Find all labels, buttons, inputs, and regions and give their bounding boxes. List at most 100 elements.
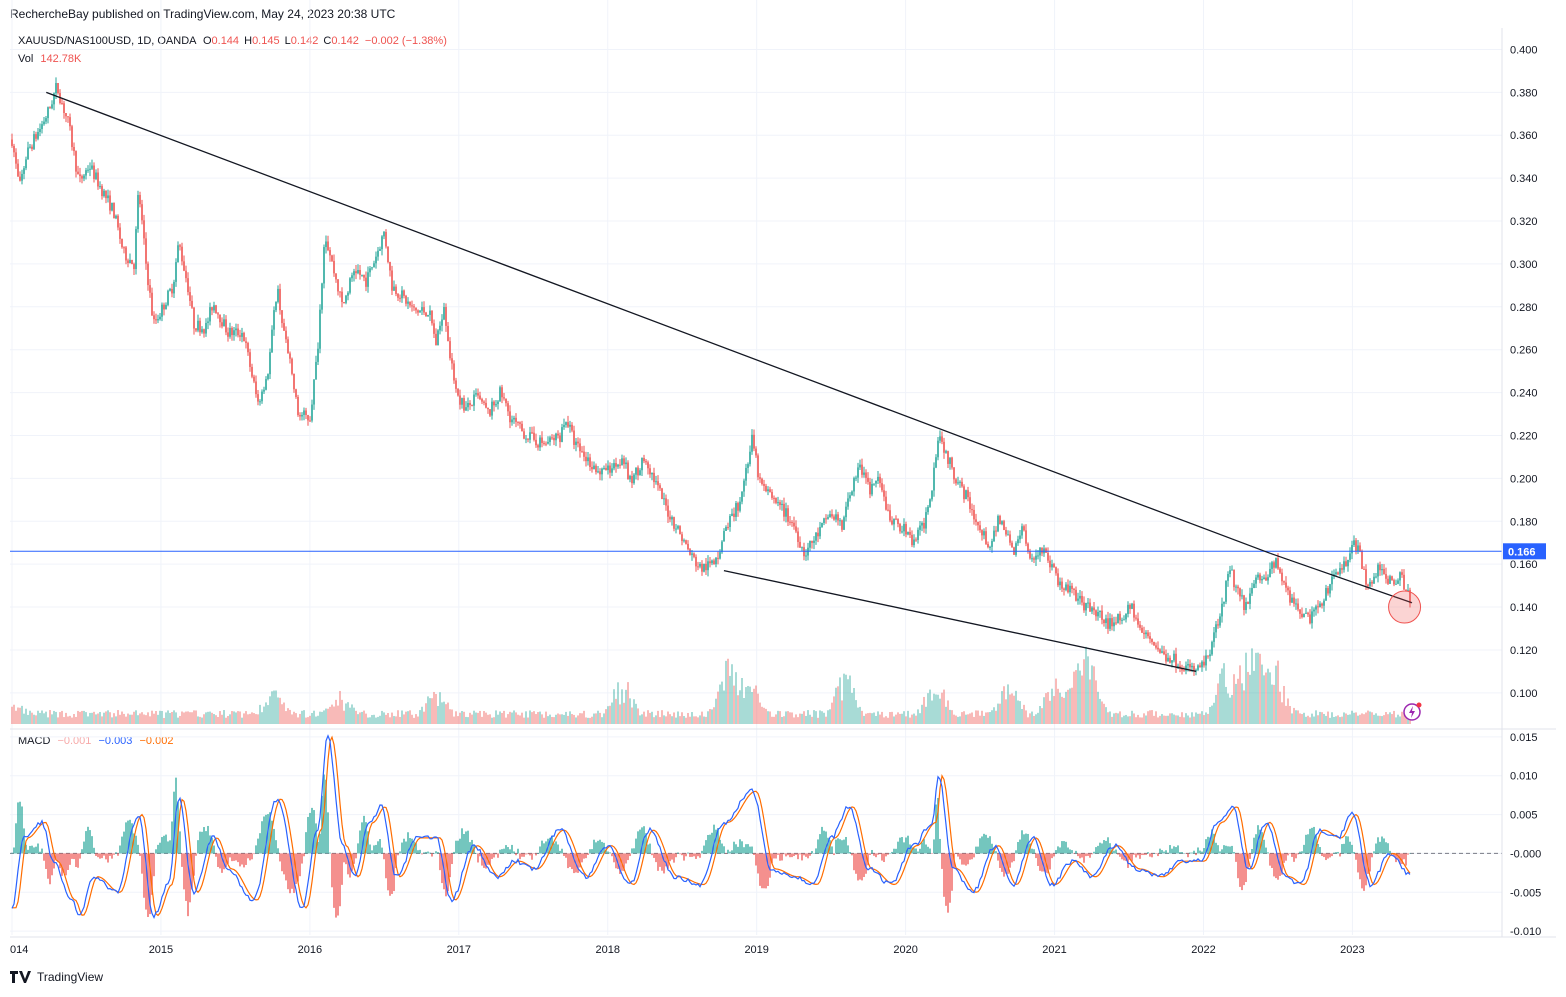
volume-bar — [539, 711, 541, 724]
macd-histogram-bar — [193, 853, 195, 876]
volume-bar — [465, 716, 467, 724]
candle-body — [23, 168, 25, 174]
candle-body — [877, 476, 879, 481]
macd-histogram-bar — [453, 851, 455, 854]
macd-histogram-bar — [335, 853, 337, 918]
volume-bar — [677, 711, 679, 724]
macd-histogram-bar — [651, 853, 653, 856]
macd-histogram-bar — [1267, 852, 1269, 854]
volume-bar — [923, 696, 925, 724]
macd-histogram-bar — [1183, 853, 1185, 854]
macd-histogram-bar — [499, 849, 501, 854]
macd-histogram-bar — [503, 848, 505, 854]
macd-histogram-bar — [1061, 841, 1063, 854]
volume-bar — [1279, 691, 1281, 724]
volume-bar — [1119, 711, 1121, 724]
price-tick-label: 0.180 — [1510, 516, 1538, 528]
candle-body — [501, 387, 503, 398]
candle-body — [969, 497, 971, 510]
macd-histogram-bar — [725, 853, 727, 854]
candle-body — [1287, 587, 1289, 591]
trendlines: 0.166 — [10, 91, 1546, 721]
candle-body — [753, 434, 755, 449]
candle-body — [465, 407, 467, 411]
macd-histogram-bar — [585, 853, 587, 859]
macd-histogram-bar — [1217, 845, 1219, 854]
macd-histogram-bar — [957, 853, 959, 857]
volume-bar — [103, 712, 105, 724]
candle-body — [541, 437, 543, 443]
volume-bar — [289, 709, 291, 724]
volume-bar — [929, 689, 931, 724]
footer-brand[interactable]: TradingView — [10, 970, 103, 984]
macd-histogram-bar — [517, 848, 519, 854]
candle-body — [231, 327, 233, 336]
x-tick-label: 2018 — [596, 944, 620, 956]
candle-body — [1017, 539, 1019, 544]
candle-body — [1279, 568, 1281, 573]
volume-bar — [115, 716, 117, 724]
volume-bar — [1141, 717, 1143, 724]
volume-bar — [517, 714, 519, 724]
macd-histogram-bar — [1203, 848, 1205, 854]
volume-bar — [1343, 712, 1345, 724]
macd-histogram-bar — [835, 839, 837, 854]
candle-body — [623, 458, 625, 465]
candle-body — [923, 522, 925, 529]
candle-body — [809, 540, 811, 548]
price-tick-label: 0.220 — [1510, 430, 1538, 442]
candle-body — [855, 477, 857, 479]
volume-bar — [301, 710, 303, 724]
volume-bar — [763, 707, 765, 724]
volume-bar — [125, 716, 127, 724]
candle-body — [681, 534, 683, 541]
macd-histogram-bar — [995, 851, 997, 854]
candle-body — [339, 291, 341, 293]
candle-body — [513, 417, 515, 420]
volume-bar — [811, 716, 813, 724]
volume-bar — [93, 711, 95, 724]
macd-histogram-bar — [23, 828, 25, 854]
candle-body — [683, 540, 685, 542]
candle-body — [1311, 611, 1313, 624]
volume-bar — [1403, 713, 1405, 724]
macd-histogram-bar — [1105, 840, 1107, 854]
volume-bar — [29, 710, 31, 724]
volume-bar — [85, 712, 87, 724]
volume-bar — [673, 712, 675, 724]
candle-body — [177, 245, 179, 263]
macd-histogram-bar — [227, 853, 229, 864]
candle-body — [1033, 558, 1035, 560]
candle-body — [953, 467, 955, 480]
volume-bar — [211, 712, 213, 724]
macd-histogram-bar — [423, 852, 425, 854]
macd-histogram-bar — [139, 853, 141, 856]
macd-histogram-bar — [85, 831, 87, 854]
x-tick-label: 2016 — [298, 944, 322, 956]
macd-histogram-bar — [99, 853, 101, 859]
candle-body — [355, 271, 357, 274]
candle-body — [107, 195, 109, 199]
macd-histogram-bar — [137, 844, 139, 854]
candle-body — [57, 83, 59, 94]
volume-bar — [203, 714, 205, 724]
candle-body — [1297, 603, 1299, 610]
macd-histogram-bar — [681, 853, 683, 856]
macd-histogram-bar — [179, 831, 181, 854]
candle-body — [737, 503, 739, 511]
candle-body — [1389, 576, 1391, 584]
macd-histogram-bar — [535, 853, 537, 856]
candle-body — [165, 304, 167, 310]
macd-histogram-bar — [873, 853, 875, 856]
candle-body — [1169, 657, 1171, 663]
volume-bar — [427, 696, 429, 724]
volume-bar — [1263, 675, 1265, 724]
volume-bar — [717, 691, 719, 724]
volume-bar — [845, 674, 847, 724]
volume-bar — [541, 714, 543, 724]
candle-body — [1141, 627, 1143, 633]
macd-histogram-bar — [555, 841, 557, 854]
volume-bar — [987, 712, 989, 724]
symbol-label: XAUUSD/NAS100USD, 1D, OANDA — [18, 35, 196, 47]
